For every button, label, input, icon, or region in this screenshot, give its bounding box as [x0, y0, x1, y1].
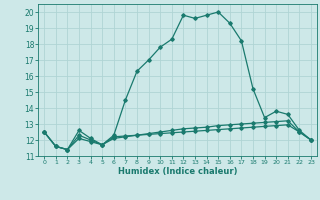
X-axis label: Humidex (Indice chaleur): Humidex (Indice chaleur) [118, 167, 237, 176]
